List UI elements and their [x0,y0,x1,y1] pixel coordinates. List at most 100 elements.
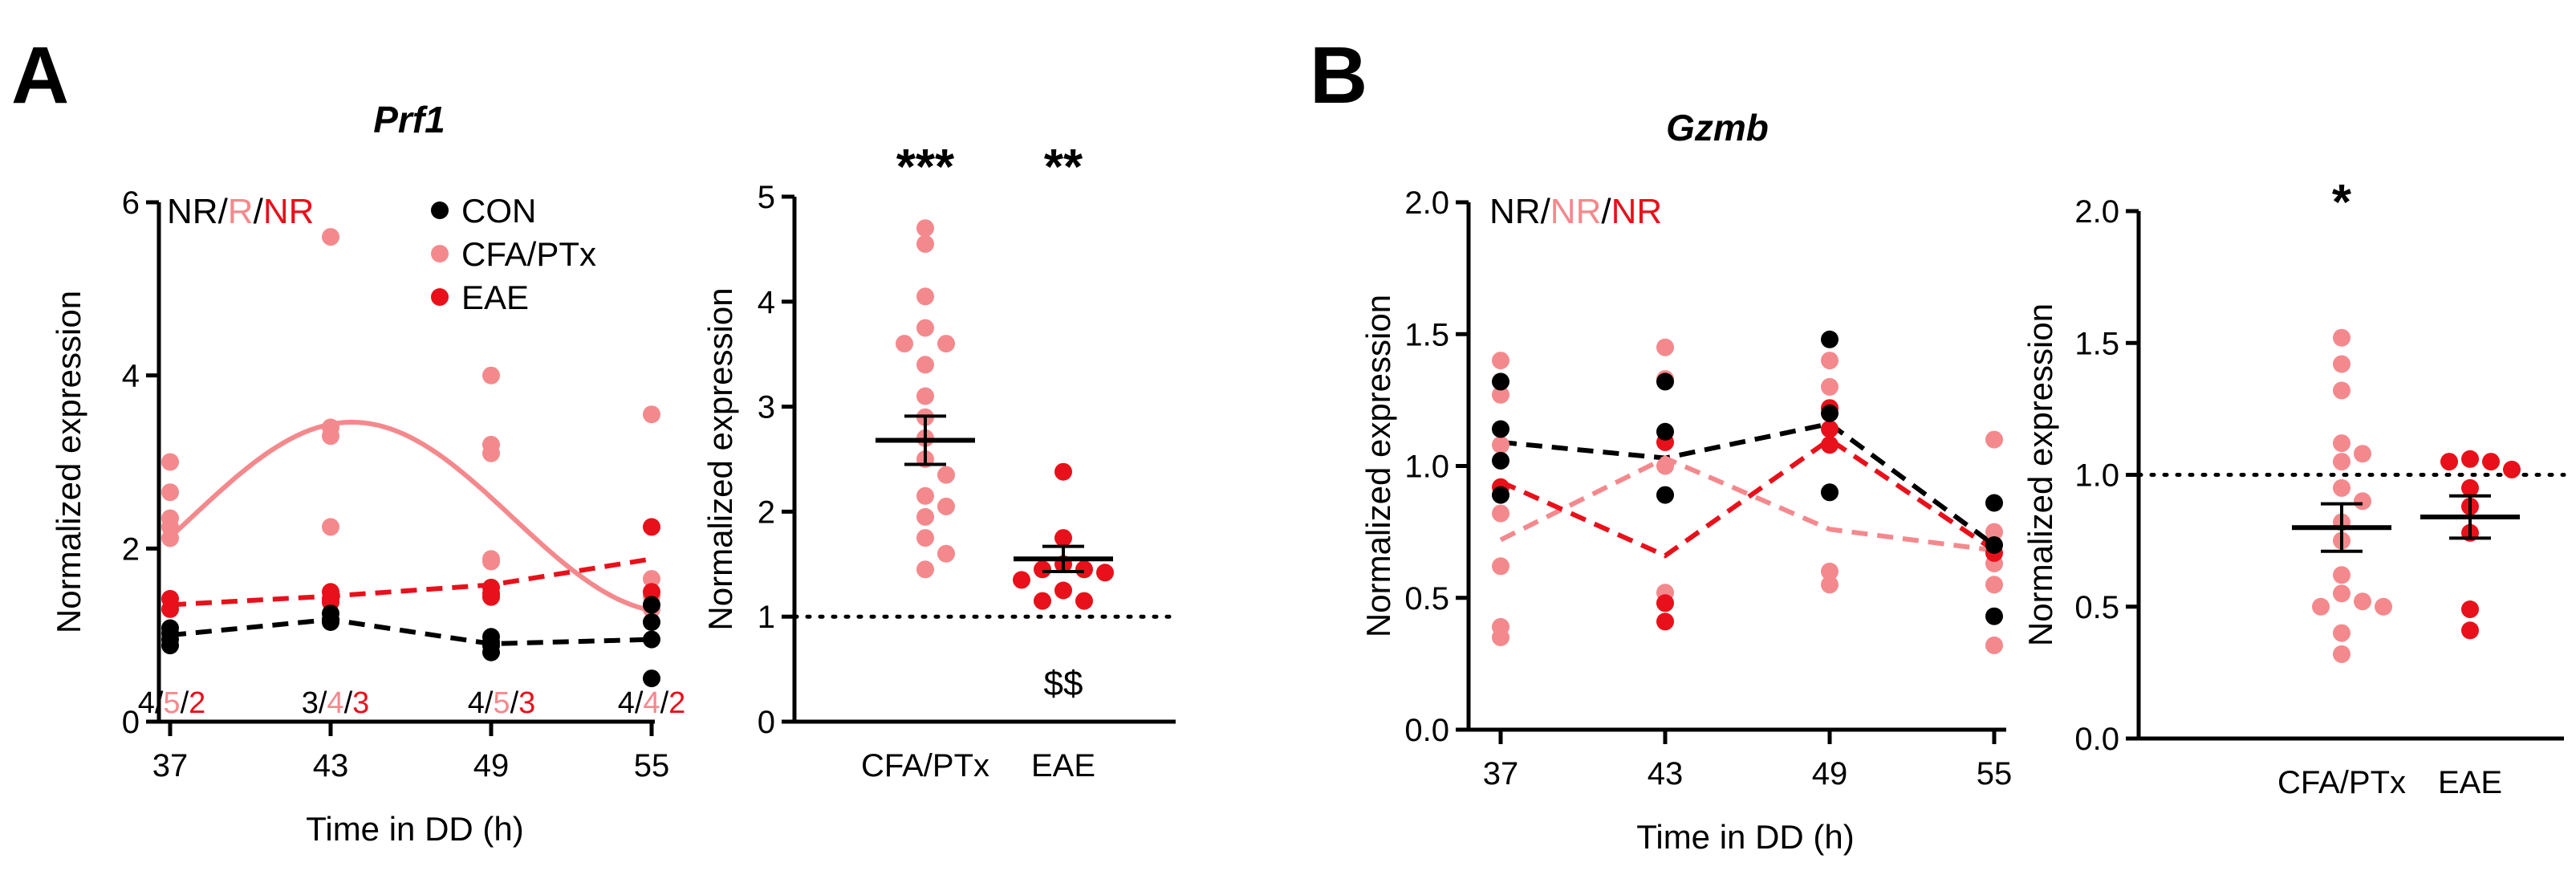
prf1-sample-size-label-part: 4 [618,686,635,720]
prf1-time-point-cfa [322,427,339,446]
prf1-time-fit-con [169,617,652,647]
prf1-sample-size-label: 3/4/3 [302,686,370,720]
gzmb-summary-category-label: CFA/PTx [2277,765,2406,800]
prf1-summary-point-cfa [916,287,934,306]
prf1-sample-size-label-part: 5 [493,686,510,720]
gzmb-summary-point-eae [2482,453,2500,471]
gzmb-time-point-con [1821,483,1839,502]
gzmb-time-point-cfa [1492,504,1509,523]
gzmb-time-point-cfa [1656,457,1674,475]
gzmb-summary-chart: 0.0 0.5 1.0 1.5 2.0 Normalized expression CFA/… [2021,175,2566,800]
prf1-summary-y-axis-label: Normalized expression [701,287,739,630]
prf1-time-point-cfa [482,444,500,462]
gzmb-rhythmicity-label-part: NR [1489,192,1541,231]
prf1-time-point-cfa [643,405,660,424]
gzmb-summary-y-tick-label: 0.0 [2074,722,2119,757]
panel-letter-b: B [1310,31,1367,120]
legend-marker-eae [431,288,449,306]
gzmb-summary-point-cfa [2333,478,2350,497]
prf1-summary-point-cfa [916,560,934,579]
prf1-summary-point-cfa [916,234,934,253]
gzmb-summary-point-eae [2461,478,2479,497]
prf1-sample-size-label-part: 3 [352,686,369,720]
gzmb-time-x-tick-label: 37 [1483,756,1519,792]
prf1-sample-size-label-part: / [635,686,644,720]
gzmb-time-x-tick-label: 43 [1648,756,1684,792]
gzmb-time-y-axis-label: Normalized expression [1359,295,1397,637]
gzmb-summary-point-cfa [2333,566,2350,584]
gzmb-time-y-tick-label: 0.5 [1404,581,1449,617]
gzmb-time-point-con [1656,372,1674,391]
prf1-summary-point-cfa [937,335,955,353]
gzmb-time-point-cfa [1821,352,1839,370]
prf1-time-point-cfa [161,529,179,547]
prf1-summary-category-label: CFA/PTx [861,748,989,783]
gzmb-summary-point-cfa [2333,434,2350,453]
prf1-rhythmicity-label-part: R [228,192,254,231]
prf1-sample-size-label-part: 2 [668,686,685,720]
prf1-time-point-cfa [322,228,339,246]
prf1-summary-y-tick-label: 3 [758,390,775,425]
prf1-time-x-tick-label: 37 [152,748,189,783]
prf1-sample-size-label-part: 4 [643,686,660,720]
gzmb-time-y-tick-label: 0.0 [1404,713,1449,748]
prf1-time-fit-cfa [168,419,652,613]
prf1-sample-size-label-part: 4 [327,686,343,720]
prf1-summary-y-tick-label: 0 [758,705,775,740]
legend-marker-cfa [431,245,449,262]
prf1-sample-size-label: 4/4/2 [618,686,686,720]
prf1-time-point-con [643,596,660,614]
gzmb-summary-point-cfa [2312,597,2330,616]
gzmb-rhythmicity-label-part: NR [1611,192,1663,231]
gzmb-time-fit-con [1500,421,1996,547]
gzmb-summary-point-cfa [2333,584,2350,603]
prf1-summary-point-eae [1034,592,1051,610]
gzmb-time-point-cfa [1492,352,1509,370]
gzmb-time-point-con [1656,486,1674,504]
prf1-time-x-axis-label: Time in DD (h) [306,810,523,848]
prf1-sample-size-label: 4/5/3 [468,686,536,720]
prf1-rhythmicity-label: NR/R/NR [167,192,314,231]
gzmb-summary-point-cfa [2333,328,2350,347]
prf1-time-point-con [643,669,660,688]
gzmb-summary-point-eae [2461,450,2479,468]
gzmb-rhythmicity-label: NR/NR/NR [1489,192,1662,231]
gzmb-time-y-tick-label: 1.5 [1404,317,1449,352]
gzmb-time-point-con [1985,494,2003,512]
gzmb-time-point-cfa [1492,436,1509,454]
prf1-summary-point-eae [1013,571,1030,589]
gzmb-summary-y-tick-label: 2.0 [2074,194,2119,230]
prf1-rhythmicity-label-part: / [254,192,264,231]
prf1-sample-size-label-part: 3 [302,686,319,720]
gzmb-time-point-cfa [1492,629,1509,646]
gzmb-summary-point-cfa [2375,597,2392,616]
prf1-sample-size-label-part: / [510,686,519,720]
gzmb-summary-point-eae [2440,453,2458,471]
prf1-summary-point-cfa [937,497,955,515]
prf1-summary-dollar-annotation: $$ [1044,664,1083,703]
gzmb-summary-point-cfa [2354,492,2371,511]
gzmb-time-point-con [1656,422,1674,441]
gzmb-time-point-con [1492,451,1509,470]
gzmb-summary-y-tick-label: 1.0 [2074,458,2119,494]
prf1-time-point-cfa [161,483,179,502]
legend-label-cfa: CFA/PTx [461,235,596,273]
prf1-summary-category-label: EAE [1031,748,1095,783]
gzmb-summary-significance: * [2332,175,2352,230]
prf1-time-point-eae [482,588,500,606]
prf1-summary-point-eae [1054,581,1072,600]
prf1-time-x-tick-label: 43 [313,748,349,783]
gzmb-time-point-con [1821,404,1839,422]
gzmb-time-point-con [1492,420,1509,438]
gzmb-summary-point-cfa [2333,355,2350,373]
gzmb-time-point-cfa [1821,562,1839,580]
prf1-summary-y-tick-label: 4 [758,285,775,320]
prf1-sample-size-label-part: 4 [468,686,485,720]
gzmb-summary-y-tick-label: 0.5 [2074,590,2119,625]
prf1-rhythmicity-label-part: / [218,192,229,231]
gzmb-time-point-cfa [1821,576,1839,594]
gzmb-time-point-cfa [1821,377,1839,396]
prf1-summary-point-eae [1054,462,1072,481]
